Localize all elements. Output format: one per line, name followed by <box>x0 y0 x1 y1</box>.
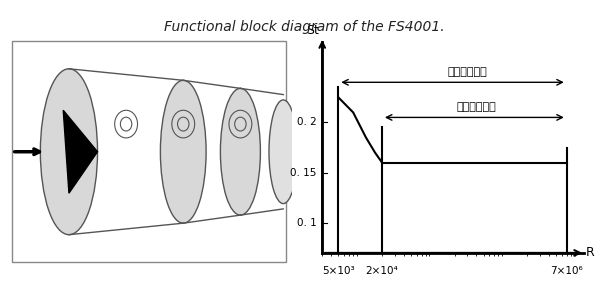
Text: St: St <box>306 24 319 37</box>
Text: 2×10⁴: 2×10⁴ <box>365 266 398 276</box>
Text: 0. 15: 0. 15 <box>290 167 317 178</box>
Text: 可能测量范围: 可能测量范围 <box>447 67 487 77</box>
Ellipse shape <box>220 89 260 215</box>
Text: Functional block diagram of the FS4001.: Functional block diagram of the FS4001. <box>164 20 444 34</box>
Text: R: R <box>586 246 595 259</box>
Text: 5×10³: 5×10³ <box>322 266 354 276</box>
Ellipse shape <box>269 100 297 203</box>
Text: 线性测量范围: 线性测量范围 <box>457 102 496 112</box>
Text: 0. 1: 0. 1 <box>297 218 317 228</box>
Ellipse shape <box>40 69 97 235</box>
Text: 0. 2: 0. 2 <box>297 117 317 128</box>
Ellipse shape <box>161 80 206 223</box>
Text: 7×10⁶: 7×10⁶ <box>550 266 583 276</box>
Polygon shape <box>63 110 97 193</box>
